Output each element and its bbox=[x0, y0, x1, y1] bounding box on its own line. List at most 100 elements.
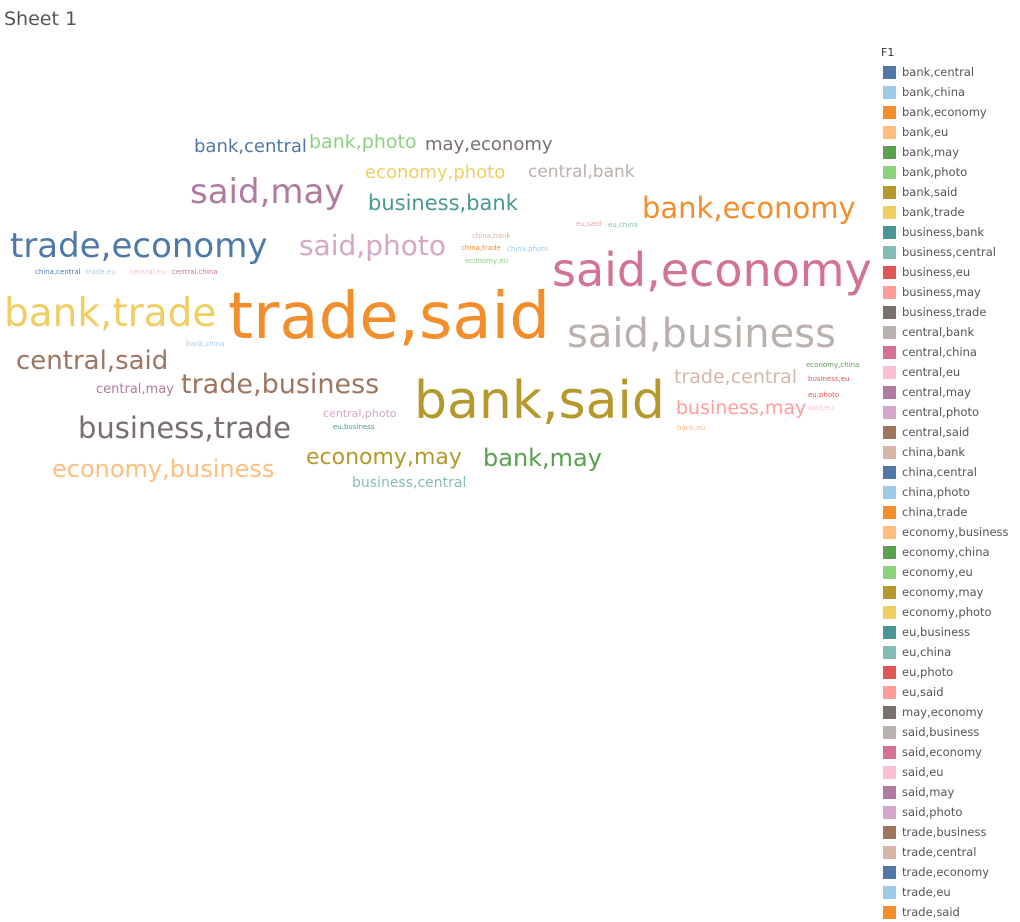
legend-swatch bbox=[883, 645, 896, 659]
legend-label: business,may bbox=[902, 285, 981, 299]
word-eu-said: eu,said bbox=[576, 220, 601, 228]
legend-item-china-photo[interactable]: china,photo bbox=[883, 482, 1018, 502]
legend-swatch bbox=[883, 105, 896, 119]
word-central-china: central,china bbox=[172, 268, 218, 276]
legend-label: economy,china bbox=[902, 545, 990, 559]
legend-item-said-business[interactable]: said,business bbox=[883, 722, 1018, 742]
legend-item-central-said[interactable]: central,said bbox=[883, 422, 1018, 442]
legend-item-economy-photo[interactable]: economy,photo bbox=[883, 602, 1018, 622]
legend-label: bank,central bbox=[902, 65, 975, 79]
legend-item-bank-may[interactable]: bank,may bbox=[883, 142, 1018, 162]
legend-label: bank,trade bbox=[902, 205, 965, 219]
legend-label: bank,may bbox=[902, 145, 960, 159]
legend-swatch bbox=[883, 185, 896, 199]
legend-item-bank-photo[interactable]: bank,photo bbox=[883, 162, 1018, 182]
legend-item-economy-business[interactable]: economy,business bbox=[883, 522, 1018, 542]
word-central-bank: central,bank bbox=[528, 162, 635, 182]
legend-item-business-central[interactable]: business,central bbox=[883, 242, 1018, 262]
legend-item-eu-photo[interactable]: eu,photo bbox=[883, 662, 1018, 682]
legend-label: central,china bbox=[902, 345, 977, 359]
legend-label: trade,business bbox=[902, 825, 987, 839]
legend-swatch bbox=[883, 885, 896, 899]
legend-item-central-china[interactable]: central,china bbox=[883, 342, 1018, 362]
word-said-eu: said,eu bbox=[808, 404, 833, 412]
word-central-said: central,said bbox=[16, 346, 168, 376]
legend-item-bank-said[interactable]: bank,said bbox=[883, 182, 1018, 202]
legend-item-trade-business[interactable]: trade,business bbox=[883, 822, 1018, 842]
legend-item-china-central[interactable]: china,central bbox=[883, 462, 1018, 482]
legend-item-economy-china[interactable]: economy,china bbox=[883, 542, 1018, 562]
legend-item-eu-china[interactable]: eu,china bbox=[883, 642, 1018, 662]
legend-swatch bbox=[883, 765, 896, 779]
legend-swatch bbox=[883, 685, 896, 699]
legend-item-central-bank[interactable]: central,bank bbox=[883, 322, 1018, 342]
legend-swatch bbox=[883, 905, 896, 919]
legend-item-said-eu[interactable]: said,eu bbox=[883, 762, 1018, 782]
word-trade-central: trade,central bbox=[674, 366, 797, 388]
legend-item-business-eu[interactable]: business,eu bbox=[883, 262, 1018, 282]
legend-item-china-trade[interactable]: china,trade bbox=[883, 502, 1018, 522]
legend-item-may-economy[interactable]: may,economy bbox=[883, 702, 1018, 722]
legend-item-business-may[interactable]: business,may bbox=[883, 282, 1018, 302]
word-bank-china: bank,china bbox=[186, 340, 224, 348]
word-said-business: said,business bbox=[567, 311, 836, 357]
word-said-photo: said,photo bbox=[299, 229, 446, 262]
word-china-photo: china,photo bbox=[507, 245, 548, 253]
legend-swatch bbox=[883, 605, 896, 619]
legend-label: trade,central bbox=[902, 845, 977, 859]
legend-item-china-bank[interactable]: china,bank bbox=[883, 442, 1018, 462]
word-said-economy: said,economy bbox=[552, 243, 870, 297]
legend-item-business-bank[interactable]: business,bank bbox=[883, 222, 1018, 242]
legend-swatch bbox=[883, 545, 896, 559]
legend-item-trade-eu[interactable]: trade,eu bbox=[883, 882, 1018, 902]
legend-item-business-trade[interactable]: business,trade bbox=[883, 302, 1018, 322]
legend-label: central,said bbox=[902, 425, 970, 439]
legend-swatch bbox=[883, 565, 896, 579]
legend-swatch bbox=[883, 505, 896, 519]
legend-label: china,bank bbox=[902, 445, 966, 459]
legend-item-said-may[interactable]: said,may bbox=[883, 782, 1018, 802]
legend-label: economy,eu bbox=[902, 565, 973, 579]
legend-swatch bbox=[883, 665, 896, 679]
word-bank-central: bank,central bbox=[194, 136, 307, 157]
legend-swatch bbox=[883, 225, 896, 239]
legend-item-economy-may[interactable]: economy,may bbox=[883, 582, 1018, 602]
legend-label: business,bank bbox=[902, 225, 985, 239]
legend-item-bank-trade[interactable]: bank,trade bbox=[883, 202, 1018, 222]
legend-item-said-economy[interactable]: said,economy bbox=[883, 742, 1018, 762]
word-economy-china: economy,china bbox=[806, 361, 859, 369]
legend-item-bank-central[interactable]: bank,central bbox=[883, 62, 1018, 82]
legend-item-eu-said[interactable]: eu,said bbox=[883, 682, 1018, 702]
legend-item-eu-business[interactable]: eu,business bbox=[883, 622, 1018, 642]
legend-item-central-eu[interactable]: central,eu bbox=[883, 362, 1018, 382]
legend-label: trade,economy bbox=[902, 865, 990, 879]
legend-item-bank-economy[interactable]: bank,economy bbox=[883, 102, 1018, 122]
word-business-trade: business,trade bbox=[78, 411, 291, 445]
legend-item-economy-eu[interactable]: economy,eu bbox=[883, 562, 1018, 582]
legend-item-said-photo[interactable]: said,photo bbox=[883, 802, 1018, 822]
word-bank-eu: bank,eu bbox=[677, 424, 705, 432]
word-china-central: china,central bbox=[35, 268, 81, 276]
legend-swatch bbox=[883, 65, 896, 79]
legend-swatch bbox=[883, 745, 896, 759]
legend-item-bank-china[interactable]: bank,china bbox=[883, 82, 1018, 102]
legend-swatch bbox=[883, 465, 896, 479]
legend-label: bank,eu bbox=[902, 125, 949, 139]
legend-items: bank,central bank,china bank,economy bank,e… bbox=[878, 62, 1018, 922]
legend-label: economy,may bbox=[902, 585, 984, 599]
legend-item-trade-central[interactable]: trade,central bbox=[883, 842, 1018, 862]
legend-swatch bbox=[883, 445, 896, 459]
word-trade-said: trade,said bbox=[228, 280, 550, 354]
legend-item-bank-eu[interactable]: bank,eu bbox=[883, 122, 1018, 142]
legend-label: central,photo bbox=[902, 405, 979, 419]
legend: F1 bank,central bank,china bank,economy ban… bbox=[878, 46, 1018, 922]
legend-swatch bbox=[883, 365, 896, 379]
legend-label: said,photo bbox=[902, 805, 963, 819]
legend-label: bank,china bbox=[902, 85, 966, 99]
legend-swatch bbox=[883, 285, 896, 299]
legend-item-central-photo[interactable]: central,photo bbox=[883, 402, 1018, 422]
legend-item-trade-said[interactable]: trade,said bbox=[883, 902, 1018, 922]
word-trade-economy: trade,economy bbox=[10, 226, 267, 266]
legend-item-central-may[interactable]: central,may bbox=[883, 382, 1018, 402]
legend-item-trade-economy[interactable]: trade,economy bbox=[883, 862, 1018, 882]
